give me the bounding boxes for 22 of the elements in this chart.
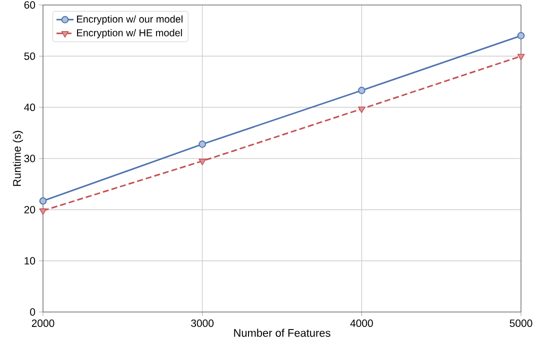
x-tick-label: 5000 xyxy=(510,320,532,327)
y-tick-label: 50 xyxy=(24,52,36,60)
y-tick-label: 30 xyxy=(24,154,36,162)
y-tick-label: 60 xyxy=(24,1,36,9)
point xyxy=(39,197,47,205)
point xyxy=(358,86,366,94)
legend-label: Encryption w/ HE model xyxy=(77,29,182,38)
x-tick-label: 2000 xyxy=(32,320,54,327)
x-tick-label: 4000 xyxy=(350,320,373,327)
point xyxy=(358,106,366,114)
y-axis-title: Runtime (s) xyxy=(12,130,23,186)
legend-label: Encryption w/ our model xyxy=(77,15,182,25)
point xyxy=(517,54,525,60)
y-tick-label: 40 xyxy=(24,104,36,112)
y-tick-label: 0 xyxy=(30,308,36,316)
point xyxy=(517,32,525,40)
point xyxy=(198,158,206,166)
point xyxy=(198,140,206,148)
y-tick-label: 10 xyxy=(24,257,36,265)
x-tick-label: 3000 xyxy=(191,320,214,327)
y-tick-label: 20 xyxy=(24,206,36,214)
x-axis-title: Number of Features xyxy=(234,328,330,337)
